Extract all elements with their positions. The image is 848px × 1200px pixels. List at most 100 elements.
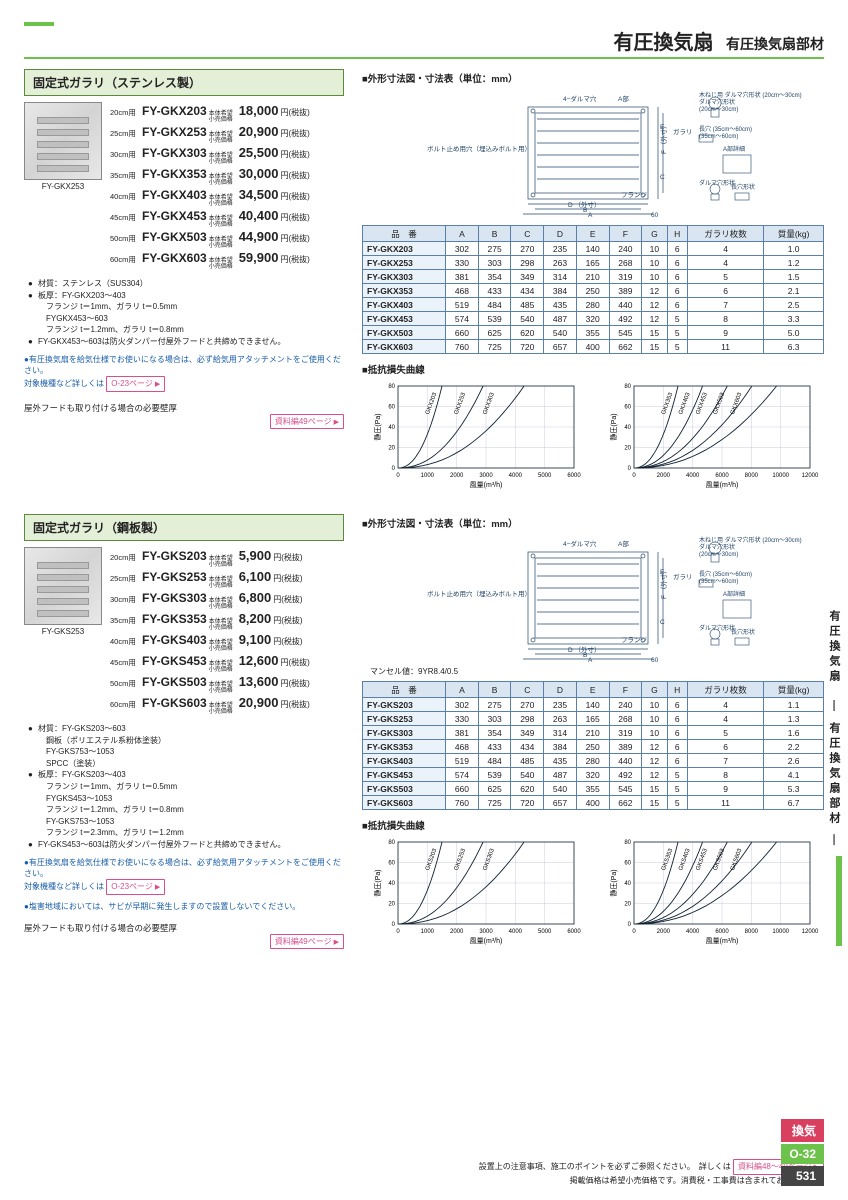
table-header: E [576, 682, 609, 698]
title-main: 有圧換気扇 [613, 32, 713, 54]
charts-row: 0204060800100020003000400050006000GKX203… [362, 380, 824, 490]
table-header: C [511, 682, 544, 698]
table-cell: 625 [478, 782, 511, 796]
table-cell: 1.6 [764, 726, 824, 740]
svg-text:長穴 (35cm〜60cm): 長穴 (35cm〜60cm) [699, 570, 752, 578]
table-cell: 250 [576, 284, 609, 298]
model-number: FY-GKX203 [142, 103, 207, 120]
table-cell: 660 [446, 326, 479, 340]
price-unit: 円(税抜) [280, 128, 309, 140]
loss-chart: 0204060800100020003000400050006000GKX203… [362, 380, 588, 490]
svg-text:フランジ: フランジ [621, 191, 648, 199]
svg-text:6000: 6000 [567, 929, 581, 935]
table-cell: 433 [478, 740, 511, 754]
table-cell: 5 [667, 340, 687, 354]
svg-text:20: 20 [624, 446, 631, 452]
table-cell: 10 [642, 712, 667, 726]
table-cell: 6 [667, 256, 687, 270]
table-cell: 15 [642, 326, 667, 340]
table-cell: 268 [609, 712, 642, 726]
svg-text:4000: 4000 [509, 929, 523, 935]
table-header: F [609, 682, 642, 698]
model-number: FY-GKS503 [142, 674, 207, 691]
table-cell: 263 [544, 712, 577, 726]
svg-text:0: 0 [628, 922, 632, 928]
section-left: 固定式ガラリ（ステンレス製） FY-GKX253 20cm用 FY-GKX203… [24, 69, 344, 500]
section-left: 固定式ガラリ（鋼板製） FY-GKS253 20cm用 FY-GKS203 本体… [24, 514, 344, 956]
table-row: FY-GKX353 46843343438425038912662.1 [363, 284, 824, 298]
model-number: FY-GKS453 [142, 653, 207, 670]
ref-button[interactable]: O-23ページ [106, 879, 165, 895]
table-cell: 620 [511, 326, 544, 340]
table-header: 品 番 [363, 682, 446, 698]
svg-text:2000: 2000 [450, 929, 464, 935]
thumb-caption: FY-GKS253 [24, 627, 102, 636]
ref-button[interactable]: 資料編49ページ [270, 414, 344, 429]
svg-text:静圧(Pa): 静圧(Pa) [373, 869, 382, 896]
size-label: 20cm用 [110, 108, 140, 119]
table-header: A [446, 226, 479, 242]
blue-note: ●有圧換気扇を給気仕様でお使いになる場合は、必ず給気用アタッチメントをご使用くだ… [24, 354, 344, 392]
loss-heading: ■抵抗損失曲線 [362, 818, 824, 832]
table-model: FY-GKX303 [363, 270, 446, 284]
section-heading: 固定式ガラリ（ステンレス製） [24, 69, 344, 96]
price-unit: 円(税抜) [280, 107, 309, 119]
model-number: FY-GKS203 [142, 548, 207, 565]
table-cell: 303 [478, 712, 511, 726]
table-cell: 250 [576, 740, 609, 754]
price-unit: 円(税抜) [273, 615, 302, 627]
table-cell: 660 [446, 782, 479, 796]
svg-text:フランジ: フランジ [621, 636, 648, 644]
table-cell: 440 [609, 754, 642, 768]
table-cell: 5 [687, 726, 763, 740]
price-unit: 円(税抜) [280, 699, 309, 711]
charts-row: 0204060800100020003000400050006000GKS203… [362, 836, 824, 946]
price-unit: 円(税抜) [280, 212, 309, 224]
wall-note: 屋外フードも取り付ける場合の必要壁厚 資料編49ページ [24, 402, 344, 414]
price-tag: 本体希望小売価格 [209, 640, 237, 652]
ref-button[interactable]: 資料編49ページ [270, 934, 344, 949]
bullet-item: FY-GKS453〜603は防火ダンパー付屋外フードと共締めできません。 [28, 839, 344, 851]
price-value: 59,900 [239, 249, 279, 268]
table-header: B [478, 226, 511, 242]
dimension-figure: 4−ダルマ穴A部 ボルト止め用穴（埋込みボルト用） フランジ ガラリ D （外寸… [362, 89, 824, 219]
bullet-item: 板厚：FY-GKS203〜403 フランジ t＝1mm、ガラリ t＝0.5mm … [28, 769, 344, 839]
svg-text:0: 0 [396, 929, 400, 935]
svg-text:A部詳細: A部詳細 [723, 145, 745, 153]
svg-text:GKX503: GKX503 [713, 391, 727, 415]
table-cell: 10 [642, 726, 667, 740]
svg-text:GKS253: GKS253 [454, 847, 468, 871]
dim-heading: ■外形寸法図・寸法表（単位：mm） [362, 71, 824, 85]
price-unit: 円(税抜) [280, 149, 309, 161]
price-tag: 本体希望小売価格 [209, 216, 237, 228]
table-cell: 625 [478, 326, 511, 340]
model-number: FY-GKS403 [142, 632, 207, 649]
table-cell: 485 [511, 754, 544, 768]
svg-text:80: 80 [388, 840, 395, 846]
table-cell: 662 [609, 340, 642, 354]
section-right: ■外形寸法図・寸法表（単位：mm） 4−ダルマ穴A部 ボルト止め用穴（埋込みボル… [362, 69, 824, 500]
ref-button[interactable]: O-23ページ [106, 376, 165, 392]
table-cell: 263 [544, 256, 577, 270]
table-cell: 545 [609, 782, 642, 796]
table-cell: 389 [609, 740, 642, 754]
table-cell: 10 [642, 242, 667, 256]
svg-text:5000: 5000 [538, 929, 552, 935]
table-model: FY-GKS403 [363, 754, 446, 768]
table-cell: 165 [576, 256, 609, 270]
table-header: H [667, 682, 687, 698]
table-cell: 487 [544, 312, 577, 326]
svg-text:木ねじ用 ダルマ穴形状 (20cm〜30cm): 木ねじ用 ダルマ穴形状 (20cm〜30cm) [699, 91, 802, 99]
table-cell: 381 [446, 270, 479, 284]
bullet-item: 材質：ステンレス（SUS304） [28, 278, 344, 290]
svg-text:GKS453: GKS453 [696, 847, 710, 871]
catalog-page: 有圧換気扇 有圧換気扇部材 固定式ガラリ（ステンレス製） FY-GKX253 2… [0, 0, 848, 1200]
size-label: 20cm用 [110, 553, 140, 564]
model-number: FY-GKS253 [142, 569, 207, 586]
svg-text:4−ダルマ穴: 4−ダルマ穴 [563, 539, 597, 548]
table-row: FY-GKS353 46843343438425038912662.2 [363, 740, 824, 754]
svg-text:GKS403: GKS403 [678, 847, 692, 871]
svg-text:0: 0 [396, 473, 400, 479]
page-title: 有圧換気扇 有圧換気扇部材 [24, 26, 824, 55]
table-cell: 400 [576, 796, 609, 810]
